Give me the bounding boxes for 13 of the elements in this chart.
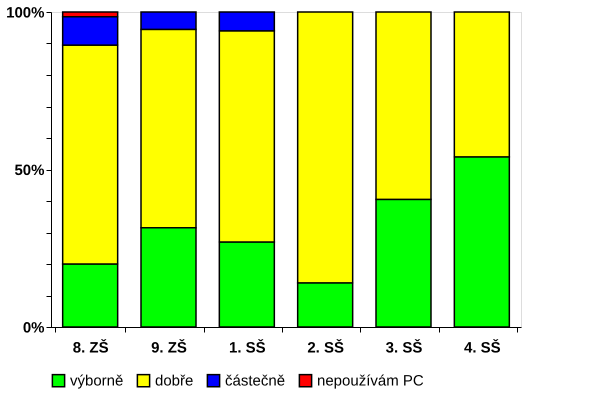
x-tick-label: 9. ZŠ [151, 338, 187, 356]
legend-label: dobře [155, 372, 194, 390]
x-tick-label: 2. SŠ [307, 338, 344, 356]
x-tick-label: 1. SŠ [228, 338, 266, 356]
legend-label: výborně [70, 372, 124, 390]
y-tick-label: 100% [6, 4, 44, 22]
x-tick-label: 8. ZŠ [72, 338, 109, 356]
y-tick-label: 0% [22, 320, 44, 336]
x-tick-label: 3. SŠ [386, 338, 422, 356]
legend-label: částečně [225, 372, 286, 390]
y-tick-label: 50% [14, 162, 44, 179]
legend-label: nepoužívám PC [317, 372, 424, 390]
x-tick-label: 4. SŠ [464, 338, 501, 356]
